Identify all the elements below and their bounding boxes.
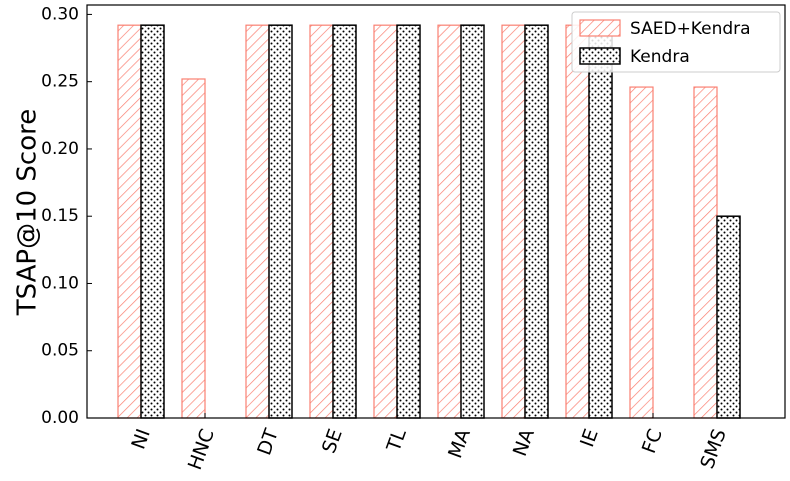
bar [524, 24, 549, 419]
legend-label: SAED+Kendra [630, 19, 751, 39]
plot-frame [86, 4, 786, 419]
y-tick-label: 0.25 [41, 72, 79, 92]
x-tick-label: IE [576, 426, 603, 450]
y-tick-label: 0.05 [41, 341, 79, 361]
bar [588, 24, 613, 419]
bar [565, 24, 590, 419]
bar [396, 24, 421, 419]
legend-swatch [579, 47, 621, 65]
legend-label: Kendra [630, 47, 690, 67]
bar [181, 78, 206, 419]
y-axis-label: TSAP@10 Score [13, 109, 43, 317]
y-tick-label: 0.10 [41, 273, 79, 293]
bar [117, 24, 142, 419]
bar [460, 24, 485, 419]
legend-swatch [579, 19, 621, 37]
y-tick-label: 0.30 [41, 4, 79, 24]
x-tick-label: FC [638, 426, 667, 456]
x-tick-label: NI [127, 426, 154, 452]
bar [437, 24, 462, 419]
bar [693, 86, 718, 419]
x-tick-label: SMS [696, 426, 731, 472]
bar [716, 215, 741, 419]
bar [140, 24, 165, 419]
y-tick-label: 0.00 [41, 408, 79, 428]
bar [501, 24, 526, 419]
bar [332, 24, 357, 419]
bar [373, 24, 398, 419]
x-tick-label: HNC [184, 426, 219, 473]
bar [245, 24, 270, 419]
bar [629, 86, 654, 419]
y-tick-label: 0.15 [41, 206, 79, 226]
x-tick-label: DT [253, 426, 283, 459]
x-tick-label: SE [318, 426, 347, 456]
y-tick-label: 0.20 [41, 139, 79, 159]
bar [309, 24, 334, 419]
x-tick-label: NA [509, 426, 539, 459]
x-tick-label: MA [444, 426, 475, 461]
bar [268, 24, 293, 419]
x-tick-label: TL [382, 426, 411, 456]
legend-box [571, 11, 781, 73]
